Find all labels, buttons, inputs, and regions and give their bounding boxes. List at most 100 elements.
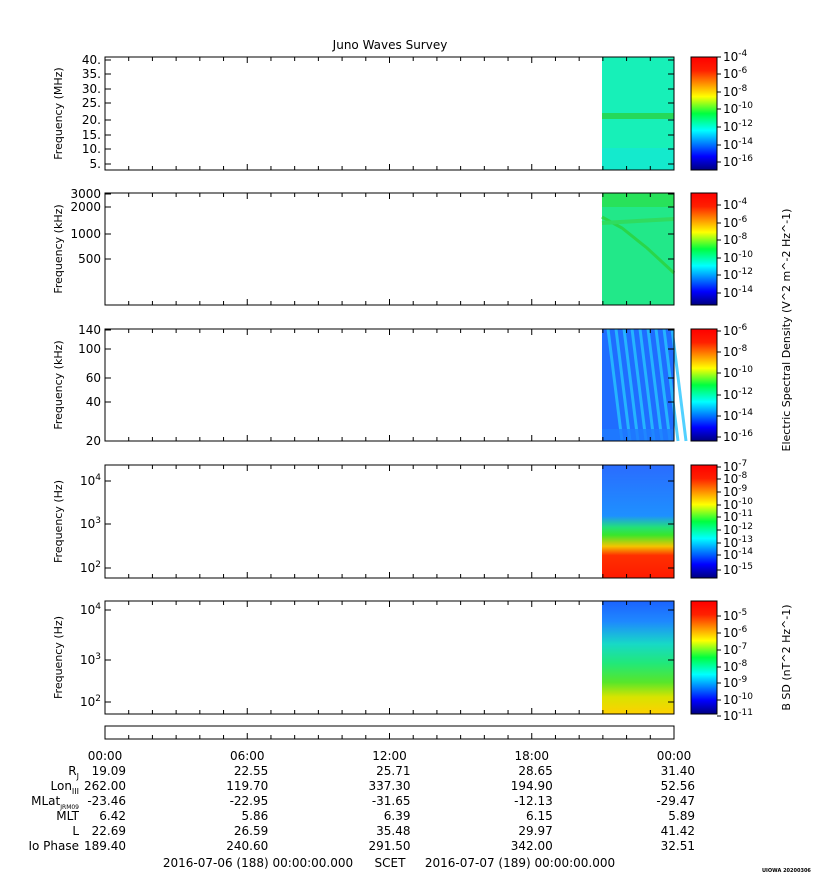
- y-tick-label: 100: [78, 342, 101, 356]
- colorbar-tick-label: 10-14: [723, 137, 753, 152]
- ephemeris-value: 31.40: [661, 764, 695, 778]
- ephemeris-value: 5.86: [242, 809, 269, 823]
- colorbar-tick-label: 10-11: [723, 509, 753, 524]
- colorbar-tick-label: 10-14: [723, 285, 753, 300]
- y-axis-label: Frequency (MHz): [52, 67, 65, 159]
- ephemeris-label: L: [72, 824, 79, 838]
- y-axis-label: Frequency (kHz): [52, 340, 65, 429]
- y-tick-label: 103: [80, 652, 101, 667]
- y-tick-label: 103: [80, 516, 101, 531]
- y-tick-label: 3000: [70, 187, 101, 201]
- ephemeris-value: -22.95: [230, 794, 269, 808]
- colorbar-tick-label: 10-6: [723, 625, 748, 640]
- spectrogram-2: [601, 193, 676, 305]
- spectrogram-1: [602, 57, 674, 170]
- scet-label: SCET: [375, 856, 407, 870]
- ephemeris-value: 119.70: [226, 779, 268, 793]
- chart-title: Juno Waves Survey: [332, 38, 448, 52]
- colorbar-2: 10-4 10-6 10-8 10-10 10-12 10-14 Electric Spec…: [690, 192, 793, 452]
- colorbar-tick-label: 10-8: [723, 471, 748, 486]
- spectrogram-streak: [638, 328, 656, 442]
- y-tick-label: 10.: [82, 142, 101, 156]
- y-tick-label: 30.: [82, 82, 101, 96]
- ephemeris-value: 5.89: [668, 809, 695, 823]
- colorbar-tick-label: 10-11: [723, 708, 753, 723]
- ephemeris-value: -12.13: [514, 794, 553, 808]
- colorbar-tick-label: 10-5: [723, 608, 747, 623]
- spectrogram-background: [602, 601, 674, 714]
- y-tick-label: 5.: [90, 157, 101, 171]
- ephemeris-value: 35.48: [376, 824, 410, 838]
- ephemeris-value: 52.56: [661, 779, 695, 793]
- colorbar-label: B SD (nT^2 Hz^-1): [780, 604, 793, 710]
- ephemeris-value: 342.00: [511, 839, 553, 853]
- spectrogram-3: [602, 328, 688, 442]
- time-tick-label: 00:00: [657, 749, 692, 763]
- colorbar-tick-label: 10-12: [723, 267, 753, 282]
- spectrogram-streak: [630, 328, 648, 442]
- colorbar-tick-label: 10-8: [723, 659, 748, 674]
- spectrogram-streak: [622, 328, 640, 442]
- ephemeris-value: 291.50: [369, 839, 411, 853]
- time-start-label: 2016-07-06 (188) 00:00:00.000: [163, 856, 353, 870]
- spectrogram-top-band: [602, 193, 674, 207]
- colorbar-gradient: [690, 328, 718, 442]
- colorbar-tick-label: 10-10: [723, 692, 753, 707]
- y-tick-label: 2000: [70, 200, 101, 214]
- time-tick-label: 06:00: [230, 749, 265, 763]
- plot-frame: [104, 464, 675, 579]
- panel-4: 104 103 102 Frequency (Hz) 10-710-810-910-10…: [52, 459, 753, 579]
- plot-frame: [104, 600, 675, 715]
- y-tick-label: 1000: [70, 227, 101, 241]
- ephemeris-label: LonIII: [51, 779, 80, 796]
- colorbar-tick-label: 10-12: [723, 119, 753, 134]
- y-tick-label: 60: [86, 371, 101, 385]
- ephemeris-value: 41.42: [661, 824, 695, 838]
- spectrogram-emission-line: [601, 217, 675, 225]
- y-tick-label: 40: [86, 395, 101, 409]
- ephemeris-value: 6.15: [526, 809, 553, 823]
- y-tick-label: 140: [78, 323, 101, 337]
- y-tick-label: 15.: [82, 128, 101, 142]
- plot-frame: [104, 56, 675, 171]
- spectrogram-background: [602, 465, 674, 578]
- spectrogram-lower: [602, 148, 674, 170]
- plot-frame: [104, 328, 675, 442]
- colorbar-tick-label: 10-10: [723, 250, 753, 265]
- y-tick-label: 20: [86, 434, 101, 448]
- colorbar-label: Electric Spectral Density (V^2 m^-2 Hz^-…: [780, 209, 793, 452]
- colorbar-tick-label: 10-9: [723, 675, 748, 690]
- colorbar-tick-label: 10-12: [723, 387, 753, 402]
- spectrogram-streak: [614, 328, 632, 442]
- ephemeris-value: 29.97: [518, 824, 552, 838]
- colorbar-tick-label: 10-16: [723, 429, 753, 444]
- colorbar-1: 10-4 10-6 10-8 10-10 10-12 10-14 10-16: [690, 49, 753, 171]
- ephemeris-value: 32.51: [661, 839, 695, 853]
- ephemeris-value: 6.39: [384, 809, 411, 823]
- colorbar-tick-label: 10-7: [723, 459, 747, 474]
- y-tick-label: 500: [78, 252, 101, 266]
- colorbar-tick-label: 10-16: [723, 154, 753, 169]
- colorbar-tick-label: 10-4: [723, 197, 748, 212]
- colorbar-tick-label: 10-14: [723, 408, 753, 423]
- time-end-label: 2016-07-07 (189) 00:00:00.000: [425, 856, 615, 870]
- ephemeris-value: -31.65: [372, 794, 411, 808]
- ephemeris-value: 6.42: [99, 809, 126, 823]
- spectrogram-streak: [646, 328, 664, 442]
- colorbar-4: 10-710-810-910-1010-1110-1210-1310-1410-…: [690, 459, 753, 579]
- y-tick-label: 104: [80, 602, 101, 617]
- colorbar-tick-label: 10-4: [723, 49, 748, 64]
- colorbar-tick-label: 10-13: [723, 535, 753, 550]
- ephemeris-value: 25.71: [376, 764, 410, 778]
- ephemeris-value: -23.46: [87, 794, 126, 808]
- colorbar-gradient: [690, 192, 718, 306]
- colorbar-tick-label: 10-8: [723, 84, 748, 99]
- panel-1: 40.35.30.25. 20.15.10.5. Frequency (MHz) 10…: [52, 49, 753, 171]
- ephemeris-value: 28.65: [518, 764, 552, 778]
- time-tick-label: 12:00: [372, 749, 407, 763]
- colorbar-tick-label: 10-10: [723, 365, 753, 380]
- y-axis-label: Frequency (Hz): [52, 480, 65, 563]
